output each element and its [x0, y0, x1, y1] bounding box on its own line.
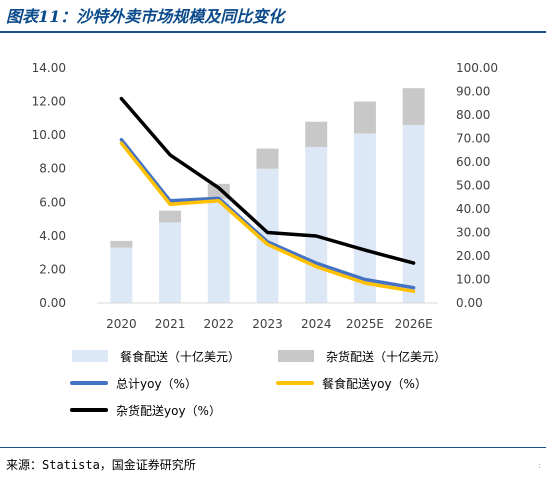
y-left-tick-label: 12.00 [32, 95, 66, 109]
y-left-tick-label: 0.00 [39, 296, 66, 310]
bar-meal-delivery [402, 125, 425, 303]
legend-grocery-delivery-label: 杂货配送（十亿美元） [326, 349, 446, 364]
bar-grocery-delivery [402, 88, 425, 126]
bar-grocery-delivery [110, 240, 133, 248]
y-right-tick-label: 30.00 [456, 226, 490, 240]
y-right-tick-label: 100.00 [456, 61, 498, 75]
x-tick-label: 2020 [106, 317, 137, 331]
y-right-tick-label: 70.00 [456, 132, 490, 146]
line-total-yoy [119, 137, 416, 290]
bar-meal-delivery [159, 222, 182, 303]
y-left-tick-label: 14.00 [32, 61, 66, 75]
bar-meal-delivery [305, 146, 328, 303]
y-right-tick-label: 20.00 [456, 249, 490, 263]
chart-title: 图表11：沙特外卖市场规模及同比变化 [6, 7, 285, 26]
bar-meal-delivery [353, 133, 376, 303]
y-right-tick-label: 80.00 [456, 108, 490, 122]
y-right-tick-label: 60.00 [456, 155, 490, 169]
y-left-tick-label: 2.00 [39, 262, 66, 276]
x-tick-label: 2026E [395, 317, 433, 331]
legend-grocery-delivery-swatch [278, 350, 314, 362]
legend-grocery-yoy-label: 杂货配送yoy（%） [116, 403, 221, 418]
y-right-tick-label: 50.00 [456, 179, 490, 193]
x-tick-label: 2025E [346, 317, 384, 331]
bar-grocery-delivery [353, 101, 376, 134]
source-note: 来源：Statista，国金证券研究所 [6, 458, 196, 472]
x-tick-label: 2022 [204, 317, 235, 331]
y-right-tick-label: 90.00 [456, 85, 490, 99]
y-right-tick-label: 40.00 [456, 202, 490, 216]
header-rule [0, 31, 546, 33]
x-tick-label: 2021 [155, 317, 186, 331]
corner-mark: : [538, 461, 541, 470]
bar-meal-delivery [207, 198, 230, 303]
chart-area: 0.00 2.00 4.00 6.00 8.00 10.00 12.00 14.00 0.00 1… [32, 61, 498, 418]
x-tick-label: 2023 [252, 317, 283, 331]
line-meal-yoy [119, 141, 416, 294]
y-right-tick-label: 10.00 [456, 273, 490, 287]
line-grocery-yoy [119, 96, 416, 265]
y-left-tick-label: 8.00 [39, 162, 66, 176]
legend-total-yoy-label: 总计yoy（%） [116, 377, 197, 391]
bar-grocery-delivery [256, 148, 279, 169]
bar-meal-delivery [110, 247, 133, 303]
y-left-tick-label: 10.00 [32, 128, 66, 142]
bar-meal-delivery [256, 168, 279, 303]
bar-grocery-delivery [159, 210, 182, 223]
y-left-tick-label: 6.00 [39, 195, 66, 209]
legend-meal-yoy-label: 餐食配送yoy（%） [322, 376, 427, 391]
y-right-tick-label: 0.00 [456, 296, 483, 310]
legend-meal-delivery-label: 餐食配送（十亿美元） [120, 349, 240, 364]
footer-rule [0, 447, 546, 448]
y-left-tick-label: 4.00 [39, 229, 66, 243]
x-tick-label: 2024 [301, 317, 332, 331]
bar-grocery-delivery [305, 121, 328, 147]
legend-meal-delivery-swatch [72, 350, 108, 362]
